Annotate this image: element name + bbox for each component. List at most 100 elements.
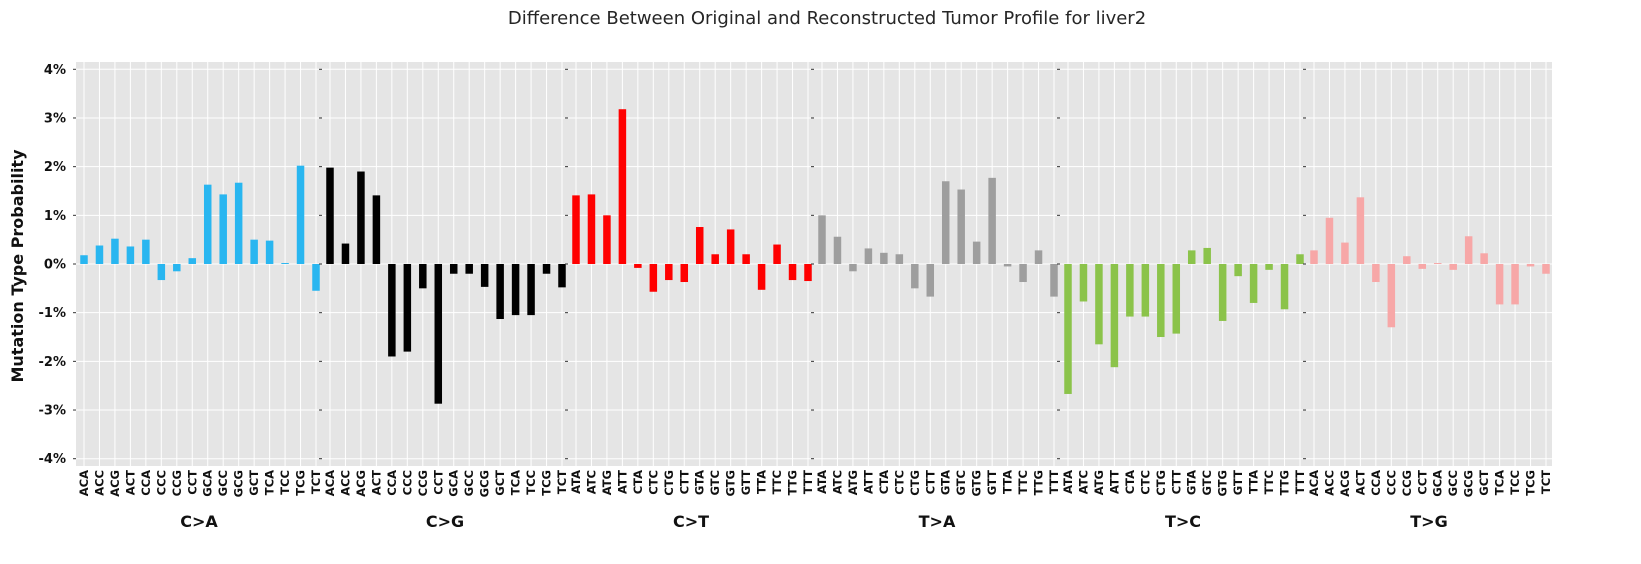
bar-C-to-A-GCG xyxy=(234,182,243,264)
bar-T-to-C-TTA xyxy=(1249,264,1258,303)
x-tick-label: ATG xyxy=(600,470,614,495)
x-tick-label: TTT xyxy=(1293,470,1307,494)
bar-C-to-T-CTA xyxy=(634,264,642,268)
plot-area: ACA ACC ACG ACT CCA CCC CCG CCT GCA GCC GCG GCT TCA T… xyxy=(39,62,1553,531)
bar-C-to-G-GCA xyxy=(449,264,458,274)
y-tick-label: 2% xyxy=(44,160,66,175)
x-tick-label: CCC xyxy=(1384,470,1398,495)
bar-C-to-G-TCA xyxy=(511,264,520,316)
x-tick-label: GTG xyxy=(970,470,984,497)
x-tick-label: ATC xyxy=(584,470,598,494)
x-tick-label: ACG xyxy=(354,470,368,497)
bar-C-to-T-GTT xyxy=(742,254,750,264)
x-tick-label: GCC xyxy=(1446,470,1460,496)
x-tick-label: ACC xyxy=(92,470,106,496)
bar-C-to-T-GTA xyxy=(695,227,704,264)
x-tick-label: CCC xyxy=(154,470,168,495)
bar-T-to-A-TTT xyxy=(1050,264,1058,297)
bar-C-to-A-ACA xyxy=(80,255,88,264)
x-tick-label: ATC xyxy=(830,470,844,494)
x-tick-label: ACC xyxy=(1322,470,1336,496)
bar-C-to-A-TCT xyxy=(312,264,320,291)
bar-T-to-G-CCG xyxy=(1403,256,1411,264)
x-tick-label: ATT xyxy=(615,470,629,494)
bar-C-to-A-ACT xyxy=(126,246,135,264)
x-tick-label: ATT xyxy=(861,470,875,494)
x-tick-label: ACA xyxy=(77,470,91,496)
bar-C-to-G-ACT xyxy=(372,195,381,264)
x-tick-label: ATA xyxy=(1061,470,1075,494)
bar-T-to-A-TTA xyxy=(1003,264,1012,267)
x-tick-label: GCT xyxy=(493,470,507,496)
x-tick-label: GTA xyxy=(939,470,953,495)
mutation-type-label: T>G xyxy=(1410,512,1447,531)
x-tick-label: TTG xyxy=(786,470,800,495)
y-tick-label: -1% xyxy=(39,306,66,321)
x-tick-label: TCG xyxy=(540,470,554,496)
x-tick-label: ACG xyxy=(108,470,122,497)
x-tick-label: GCA xyxy=(447,470,461,497)
x-tick-label: CCT xyxy=(431,470,445,495)
x-tick-label: GCG xyxy=(232,470,246,497)
bar-C-to-A-ACG xyxy=(111,238,119,264)
x-tick-label: ATG xyxy=(1092,470,1106,495)
x-tick-label: GCT xyxy=(247,470,261,496)
x-tick-label: CCG xyxy=(1400,470,1414,496)
bar-T-to-A-GTG xyxy=(972,241,981,264)
bar-C-to-A-GCA xyxy=(203,184,212,264)
bar-T-to-A-TTG xyxy=(1034,250,1043,264)
mutation-type-label: C>A xyxy=(180,512,218,531)
x-tick-label: TTC xyxy=(1262,470,1276,494)
x-tick-label: ATT xyxy=(1107,470,1121,494)
x-tick-label: GTT xyxy=(739,470,753,495)
bar-C-to-A-TCG xyxy=(296,165,305,264)
x-tick-label: GCA xyxy=(1431,470,1445,497)
bar-T-to-C-CTT xyxy=(1172,264,1181,334)
bar-T-to-G-ACC xyxy=(1325,217,1334,264)
x-tick-label: TCA xyxy=(509,470,523,495)
x-tick-label: GCC xyxy=(462,470,476,496)
mutation-type-label: C>T xyxy=(673,512,709,531)
x-tick-label: CCG xyxy=(416,470,430,496)
bar-T-to-A-ATG xyxy=(849,264,857,272)
bar-C-to-G-CCC xyxy=(403,264,412,352)
y-tick-label: -2% xyxy=(39,355,66,370)
x-tick-label: TCA xyxy=(1493,470,1507,495)
x-tick-label: GCT xyxy=(1477,470,1491,496)
bar-C-to-A-TCA xyxy=(265,240,274,264)
x-tick-label: GCG xyxy=(478,470,492,497)
x-tick-label: TTG xyxy=(1032,470,1046,495)
bar-T-to-A-CTT xyxy=(926,264,935,297)
x-tick-label: GTC xyxy=(708,470,722,496)
x-tick-label: ACT xyxy=(1353,470,1367,495)
bar-T-to-C-TTC xyxy=(1265,264,1273,270)
x-tick-label: GTC xyxy=(1200,470,1214,496)
bar-T-to-G-CCT xyxy=(1418,264,1427,269)
chart-title: Difference Between Original and Reconstr… xyxy=(508,8,1146,29)
bar-C-to-G-TCT xyxy=(558,264,566,288)
bar-C-to-G-CCA xyxy=(388,264,396,357)
x-tick-label: ACG xyxy=(1338,470,1352,497)
x-tick-label: CCA xyxy=(385,470,399,496)
bar-C-to-T-TTC xyxy=(773,244,781,264)
bar-T-to-A-GTT xyxy=(988,177,996,264)
y-tick-label: -3% xyxy=(39,404,66,419)
x-tick-label: TCC xyxy=(1508,470,1522,495)
x-tick-label: CTC xyxy=(646,470,660,495)
bar-C-to-A-GCT xyxy=(250,239,258,264)
bar-T-to-G-ACG xyxy=(1341,242,1349,264)
x-tick-label: TCC xyxy=(524,470,538,495)
bar-C-to-T-GTG xyxy=(726,229,735,264)
panel-C-to-A: ACA ACC ACG ACT CCA CCC CCG CCT GCA GCC GCG GCT TCA T… xyxy=(73,62,323,531)
x-tick-label: CTA xyxy=(877,470,891,494)
x-tick-label: ATA xyxy=(569,470,583,494)
x-tick-label: CCT xyxy=(185,470,199,495)
bar-T-to-A-TTC xyxy=(1019,264,1027,283)
bar-C-to-G-GCT xyxy=(496,264,504,320)
x-tick-label: TCT xyxy=(1539,470,1553,494)
bar-T-to-A-CTG xyxy=(911,264,919,289)
bar-C-to-A-TCC xyxy=(281,263,289,264)
bar-T-to-G-TCA xyxy=(1495,264,1504,305)
x-tick-label: ACC xyxy=(338,470,352,496)
x-tick-label: ACA xyxy=(323,470,337,496)
